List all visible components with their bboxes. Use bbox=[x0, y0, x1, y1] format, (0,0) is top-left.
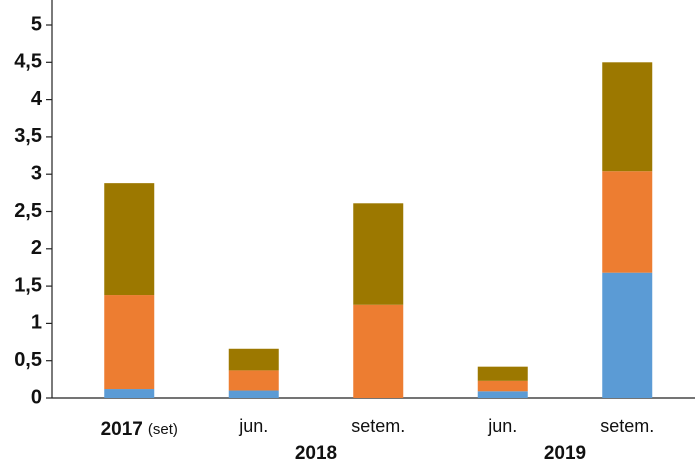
bar-segment bbox=[353, 304, 404, 398]
y-tick-label: 1 bbox=[31, 312, 42, 334]
category-label: (set) bbox=[148, 421, 178, 438]
bar-segment bbox=[353, 203, 404, 305]
category-label: jun. bbox=[238, 416, 268, 436]
category-label: jun. bbox=[487, 416, 517, 436]
bar-segment bbox=[228, 370, 279, 391]
category-label: 2017 (set) bbox=[101, 419, 178, 440]
y-tick-label: 0 bbox=[31, 386, 42, 408]
category-label: setem. bbox=[600, 416, 654, 436]
bar-segment bbox=[477, 380, 528, 392]
y-tick-label: 2,5 bbox=[14, 200, 42, 222]
group-label: 2019 bbox=[544, 443, 586, 464]
bar-segment bbox=[104, 389, 155, 398]
group-label: 2017 bbox=[101, 419, 143, 440]
bar-segment bbox=[228, 390, 279, 398]
bar-segment bbox=[228, 348, 279, 371]
y-tick-label: 3,5 bbox=[14, 125, 42, 147]
group-label: 2018 bbox=[295, 443, 337, 464]
bar-segment bbox=[477, 391, 528, 398]
bar-segment bbox=[104, 295, 155, 390]
bar-segment bbox=[104, 183, 155, 296]
bar-segment bbox=[602, 62, 653, 172]
y-tick-label: 3 bbox=[31, 162, 42, 184]
bar-segment bbox=[477, 366, 528, 381]
bar-segment bbox=[602, 272, 653, 398]
y-tick-label: 1,5 bbox=[14, 274, 42, 296]
y-tick-label: 5 bbox=[31, 13, 42, 35]
y-tick-label: 0,5 bbox=[14, 349, 42, 371]
y-tick-label: 4 bbox=[31, 88, 43, 110]
y-tick-label: 2 bbox=[31, 237, 42, 259]
category-label: setem. bbox=[351, 416, 405, 436]
y-tick-label: 4,5 bbox=[14, 51, 42, 73]
bar-segment bbox=[602, 171, 653, 273]
